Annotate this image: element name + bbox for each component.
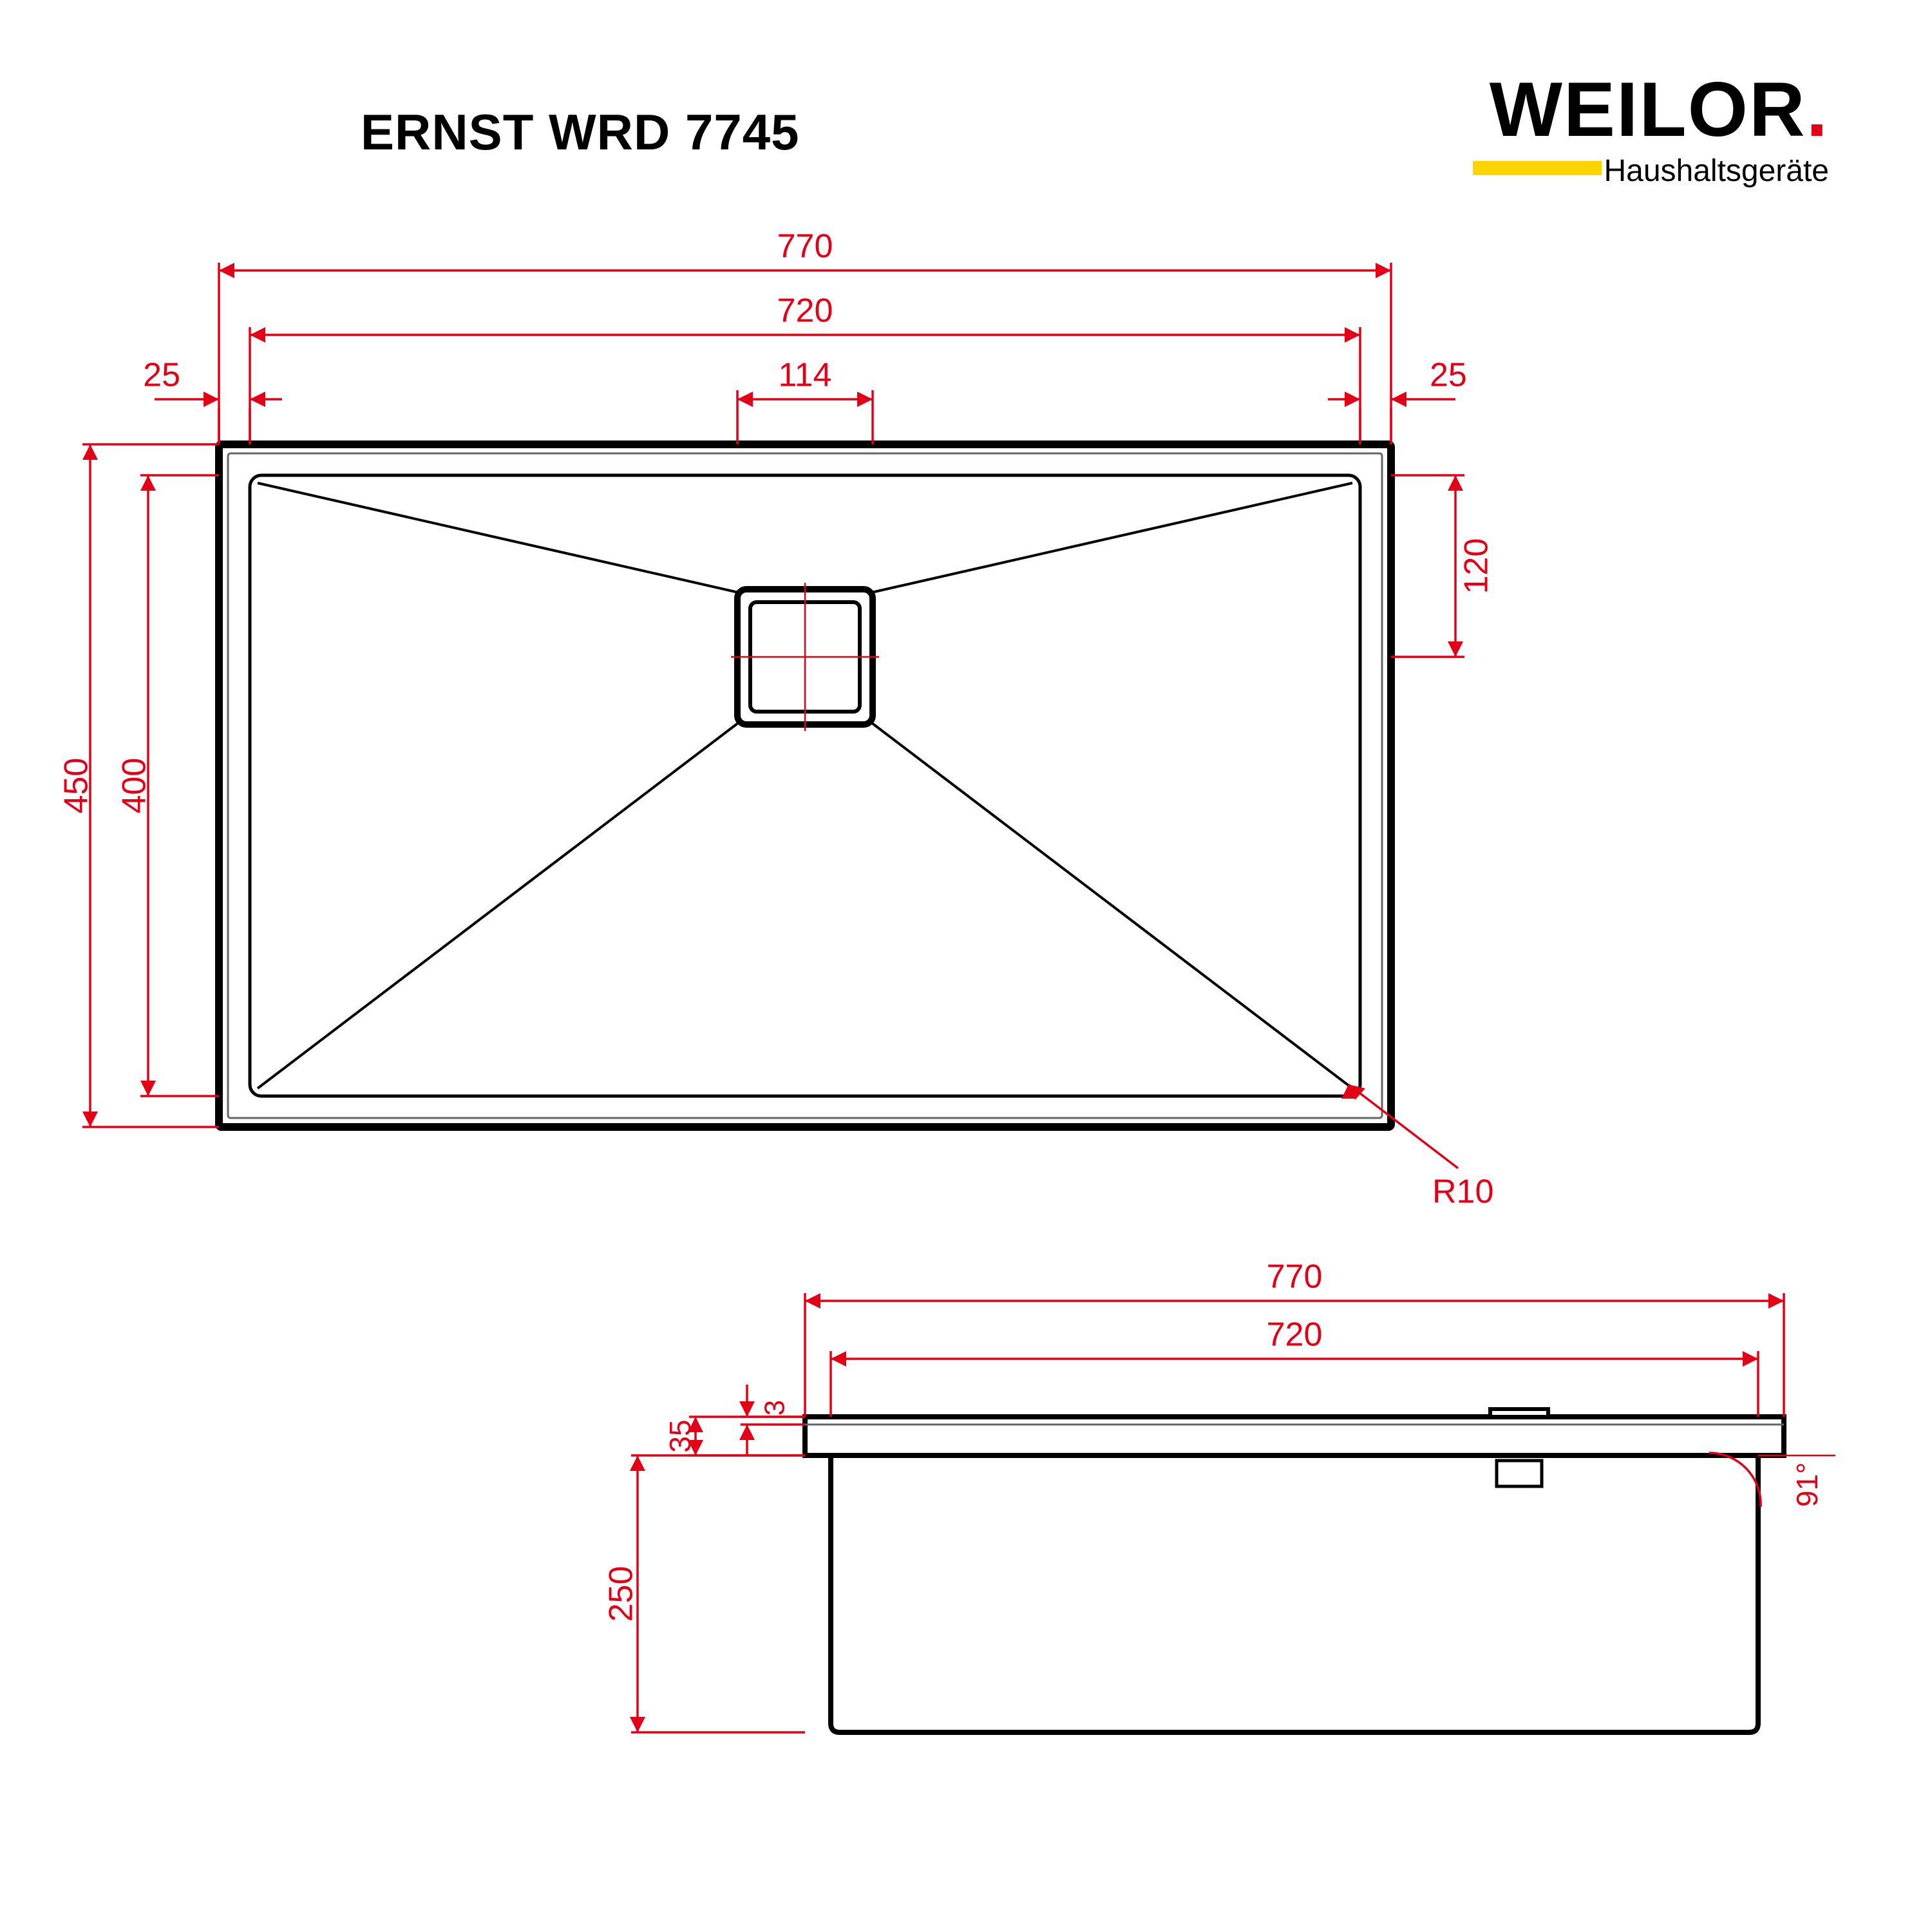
brand-name: WEILOR. bbox=[1490, 71, 1829, 148]
svg-text:91°: 91° bbox=[1790, 1462, 1824, 1507]
svg-text:250: 250 bbox=[603, 1566, 640, 1622]
svg-text:R10: R10 bbox=[1432, 1173, 1493, 1211]
svg-text:720: 720 bbox=[777, 292, 833, 330]
svg-text:400: 400 bbox=[116, 758, 153, 814]
svg-text:450: 450 bbox=[58, 758, 95, 814]
svg-text:25: 25 bbox=[143, 357, 180, 394]
svg-text:3: 3 bbox=[759, 1400, 791, 1416]
svg-text:770: 770 bbox=[777, 228, 833, 265]
brand-text: WEILOR bbox=[1490, 66, 1806, 153]
brand-accent-bar bbox=[1473, 161, 1602, 175]
brand-block: WEILOR. Haushaltsgeräte bbox=[1490, 71, 1829, 189]
svg-text:720: 720 bbox=[1267, 1316, 1323, 1354]
svg-text:120: 120 bbox=[1458, 538, 1495, 594]
product-title: ERNST WRD 7745 bbox=[361, 103, 800, 162]
brand-dot-icon: . bbox=[1806, 66, 1829, 153]
technical-drawing: 770 720 114 25 25 450 400 120 R10 770 720 3 35 250 91° bbox=[0, 0, 1932, 1932]
svg-text:35: 35 bbox=[663, 1419, 697, 1452]
svg-text:114: 114 bbox=[779, 357, 832, 394]
svg-text:25: 25 bbox=[1430, 357, 1467, 394]
svg-text:770: 770 bbox=[1267, 1258, 1323, 1296]
